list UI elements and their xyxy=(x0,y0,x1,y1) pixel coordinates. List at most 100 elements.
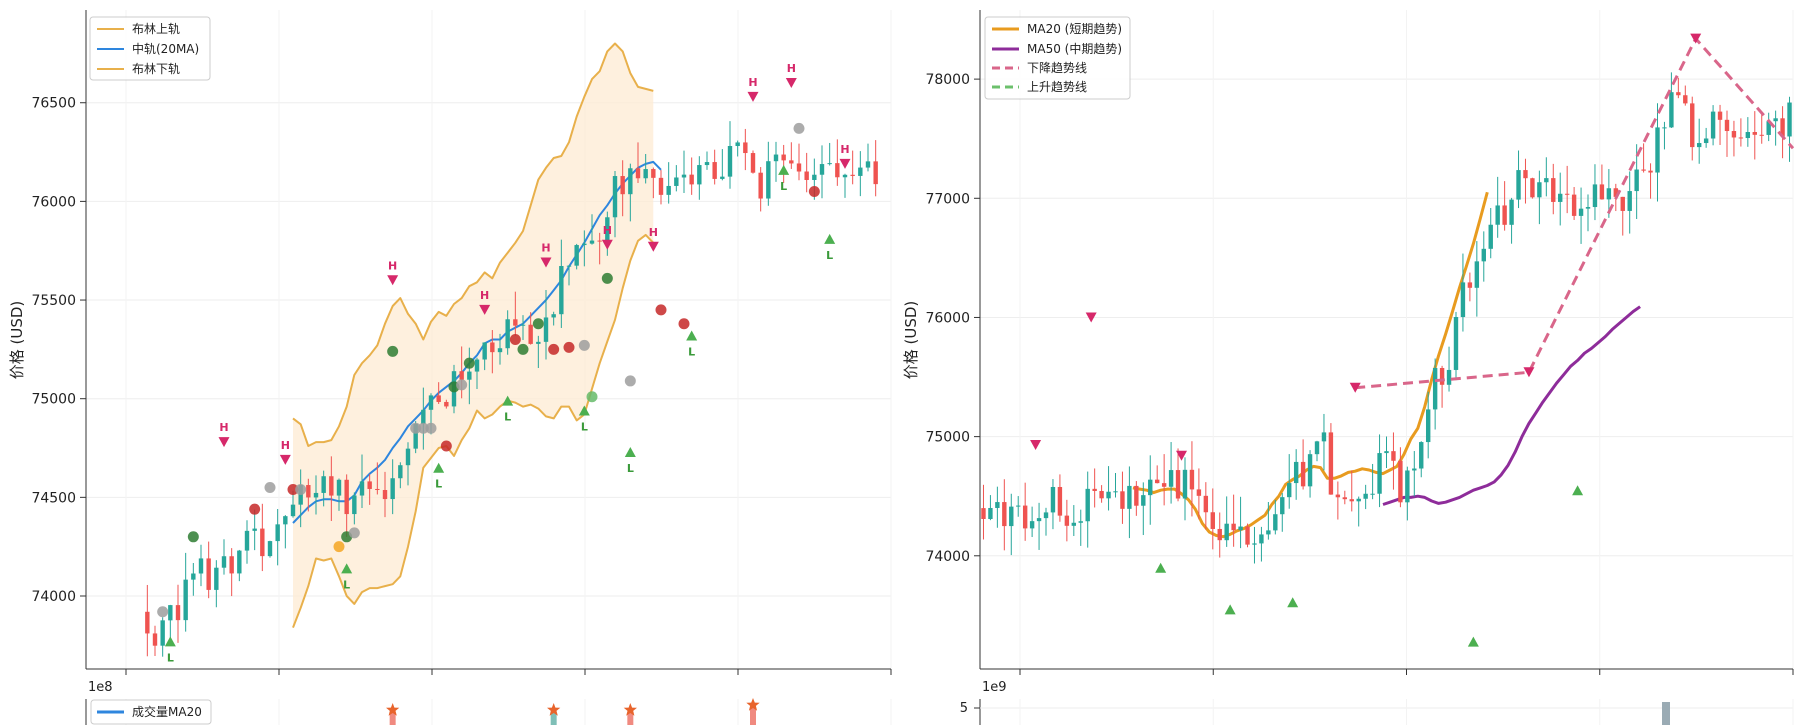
candle-body xyxy=(559,266,564,315)
candle-body xyxy=(1071,522,1077,526)
signal-dot xyxy=(187,531,199,543)
candle-body xyxy=(651,169,656,178)
y-tick-label: 75000 xyxy=(925,430,970,446)
high-marker xyxy=(218,437,230,448)
candle-body xyxy=(766,161,771,199)
candle-body xyxy=(1238,526,1243,531)
signal-dot xyxy=(348,527,360,539)
candle-body xyxy=(1703,138,1709,144)
candle-body xyxy=(1523,170,1528,179)
high-marker xyxy=(1030,439,1042,450)
candle-body xyxy=(459,371,464,380)
high-marker xyxy=(387,275,399,286)
candle-body xyxy=(1022,505,1028,529)
candle-body xyxy=(1662,127,1667,129)
left-volume-exponent: 1e8 xyxy=(88,680,113,695)
signal-dot xyxy=(249,503,261,515)
candle-body xyxy=(1432,367,1438,410)
signal-dot xyxy=(601,272,613,284)
candle-body xyxy=(1495,205,1500,225)
candle-body xyxy=(1356,498,1361,502)
candle-body xyxy=(1287,483,1292,498)
candle-body xyxy=(865,161,871,168)
candle-body xyxy=(1154,479,1160,484)
low-marker xyxy=(164,636,176,647)
volume-spike-star xyxy=(547,703,561,716)
candle-body xyxy=(1717,111,1723,120)
candle-body xyxy=(160,620,165,646)
candle-body xyxy=(1412,468,1417,471)
high-marker-label: H xyxy=(787,62,796,75)
volume-spike-star xyxy=(623,703,637,716)
high-marker-label: H xyxy=(603,224,612,237)
signal-dot xyxy=(808,186,820,198)
candle-body xyxy=(1280,497,1285,515)
candle-body xyxy=(1439,367,1445,385)
candle-body xyxy=(344,479,349,515)
candle-body xyxy=(1175,470,1181,499)
candle-body xyxy=(789,160,794,164)
candle-body xyxy=(528,324,533,344)
candle-body xyxy=(1627,191,1632,211)
candle-body xyxy=(858,167,863,176)
candle-body xyxy=(436,395,441,402)
series-line xyxy=(292,42,654,447)
high-marker xyxy=(540,257,552,268)
candle-body xyxy=(612,176,618,218)
candle-body xyxy=(605,217,610,242)
candle-body xyxy=(513,319,518,326)
candle-body xyxy=(712,162,717,179)
volume-bar xyxy=(750,708,756,725)
candle-body xyxy=(1752,132,1757,135)
candle-body xyxy=(1307,454,1313,487)
y-tick-label: 77000 xyxy=(925,191,970,207)
signal-dot xyxy=(287,483,299,495)
candle-body xyxy=(1314,441,1320,455)
high-marker xyxy=(1523,367,1535,378)
candle-body xyxy=(1321,432,1327,442)
candle-body xyxy=(352,495,357,515)
candle-body xyxy=(597,240,602,242)
candle-body xyxy=(229,556,234,574)
candle-body xyxy=(1620,196,1625,211)
signal-dot xyxy=(440,440,452,452)
right-volume-bar xyxy=(1662,702,1670,725)
high-marker-label: H xyxy=(480,289,489,302)
low-marker-label: L xyxy=(504,411,511,424)
high-marker xyxy=(647,241,659,252)
candle-body xyxy=(252,528,257,531)
candle-body xyxy=(582,243,587,246)
candle-body xyxy=(1168,470,1174,487)
candle-body xyxy=(873,161,878,185)
right-trend-lines xyxy=(1355,37,1795,390)
candle-body xyxy=(313,492,319,498)
volume-spike-star xyxy=(746,698,760,711)
candle-body xyxy=(1141,495,1146,506)
low-marker xyxy=(686,330,698,341)
candle-body xyxy=(413,424,418,449)
high-marker xyxy=(747,91,759,102)
candle-body xyxy=(1182,469,1188,499)
candle-body xyxy=(1217,528,1222,541)
signal-dot xyxy=(624,375,636,387)
candle-body xyxy=(1690,103,1695,148)
signal-dot xyxy=(410,422,422,434)
left-swing-markers: H H H H H H H H H H L L L L L L L L L xyxy=(164,62,851,664)
candle-body xyxy=(390,478,395,500)
candle-body xyxy=(1759,134,1764,136)
candle-body xyxy=(842,174,848,178)
candle-body xyxy=(1127,485,1132,509)
candle-body xyxy=(1516,170,1521,200)
left-price-panel: H H H H H H H H H H L L L L L L L L L 74000 74500 75000 75500… xyxy=(8,10,892,675)
candle-body xyxy=(635,168,641,179)
candle-body xyxy=(183,579,188,621)
candle-body xyxy=(835,163,840,178)
candle-body xyxy=(1057,486,1063,516)
candle-body xyxy=(467,371,472,380)
series-line xyxy=(1355,37,1795,390)
candle-body xyxy=(1391,451,1396,461)
right-volume-panel: 1e9 5 xyxy=(960,680,1794,725)
candle-body xyxy=(145,611,150,634)
candle-body xyxy=(367,481,372,489)
candle-body xyxy=(995,502,1000,508)
